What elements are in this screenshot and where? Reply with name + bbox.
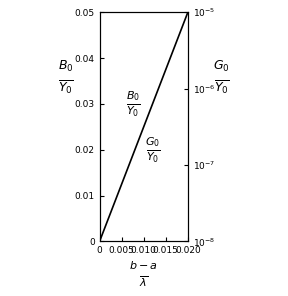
Text: $\overline{Y_0}$: $\overline{Y_0}$: [145, 149, 160, 165]
Text: $\overline{Y_0}$: $\overline{Y_0}$: [126, 103, 140, 119]
Text: $B_0$: $B_0$: [58, 59, 74, 74]
Text: $b-a$: $b-a$: [129, 259, 158, 271]
Text: $G_0$: $G_0$: [213, 59, 230, 74]
Text: $\overline{Y_0}$: $\overline{Y_0}$: [58, 79, 74, 96]
Text: $B_0$: $B_0$: [126, 89, 140, 103]
Text: $G_0$: $G_0$: [145, 135, 160, 149]
Text: $\overline{Y_0}$: $\overline{Y_0}$: [214, 79, 229, 96]
Text: $\overline{\lambda}$: $\overline{\lambda}$: [139, 275, 148, 289]
